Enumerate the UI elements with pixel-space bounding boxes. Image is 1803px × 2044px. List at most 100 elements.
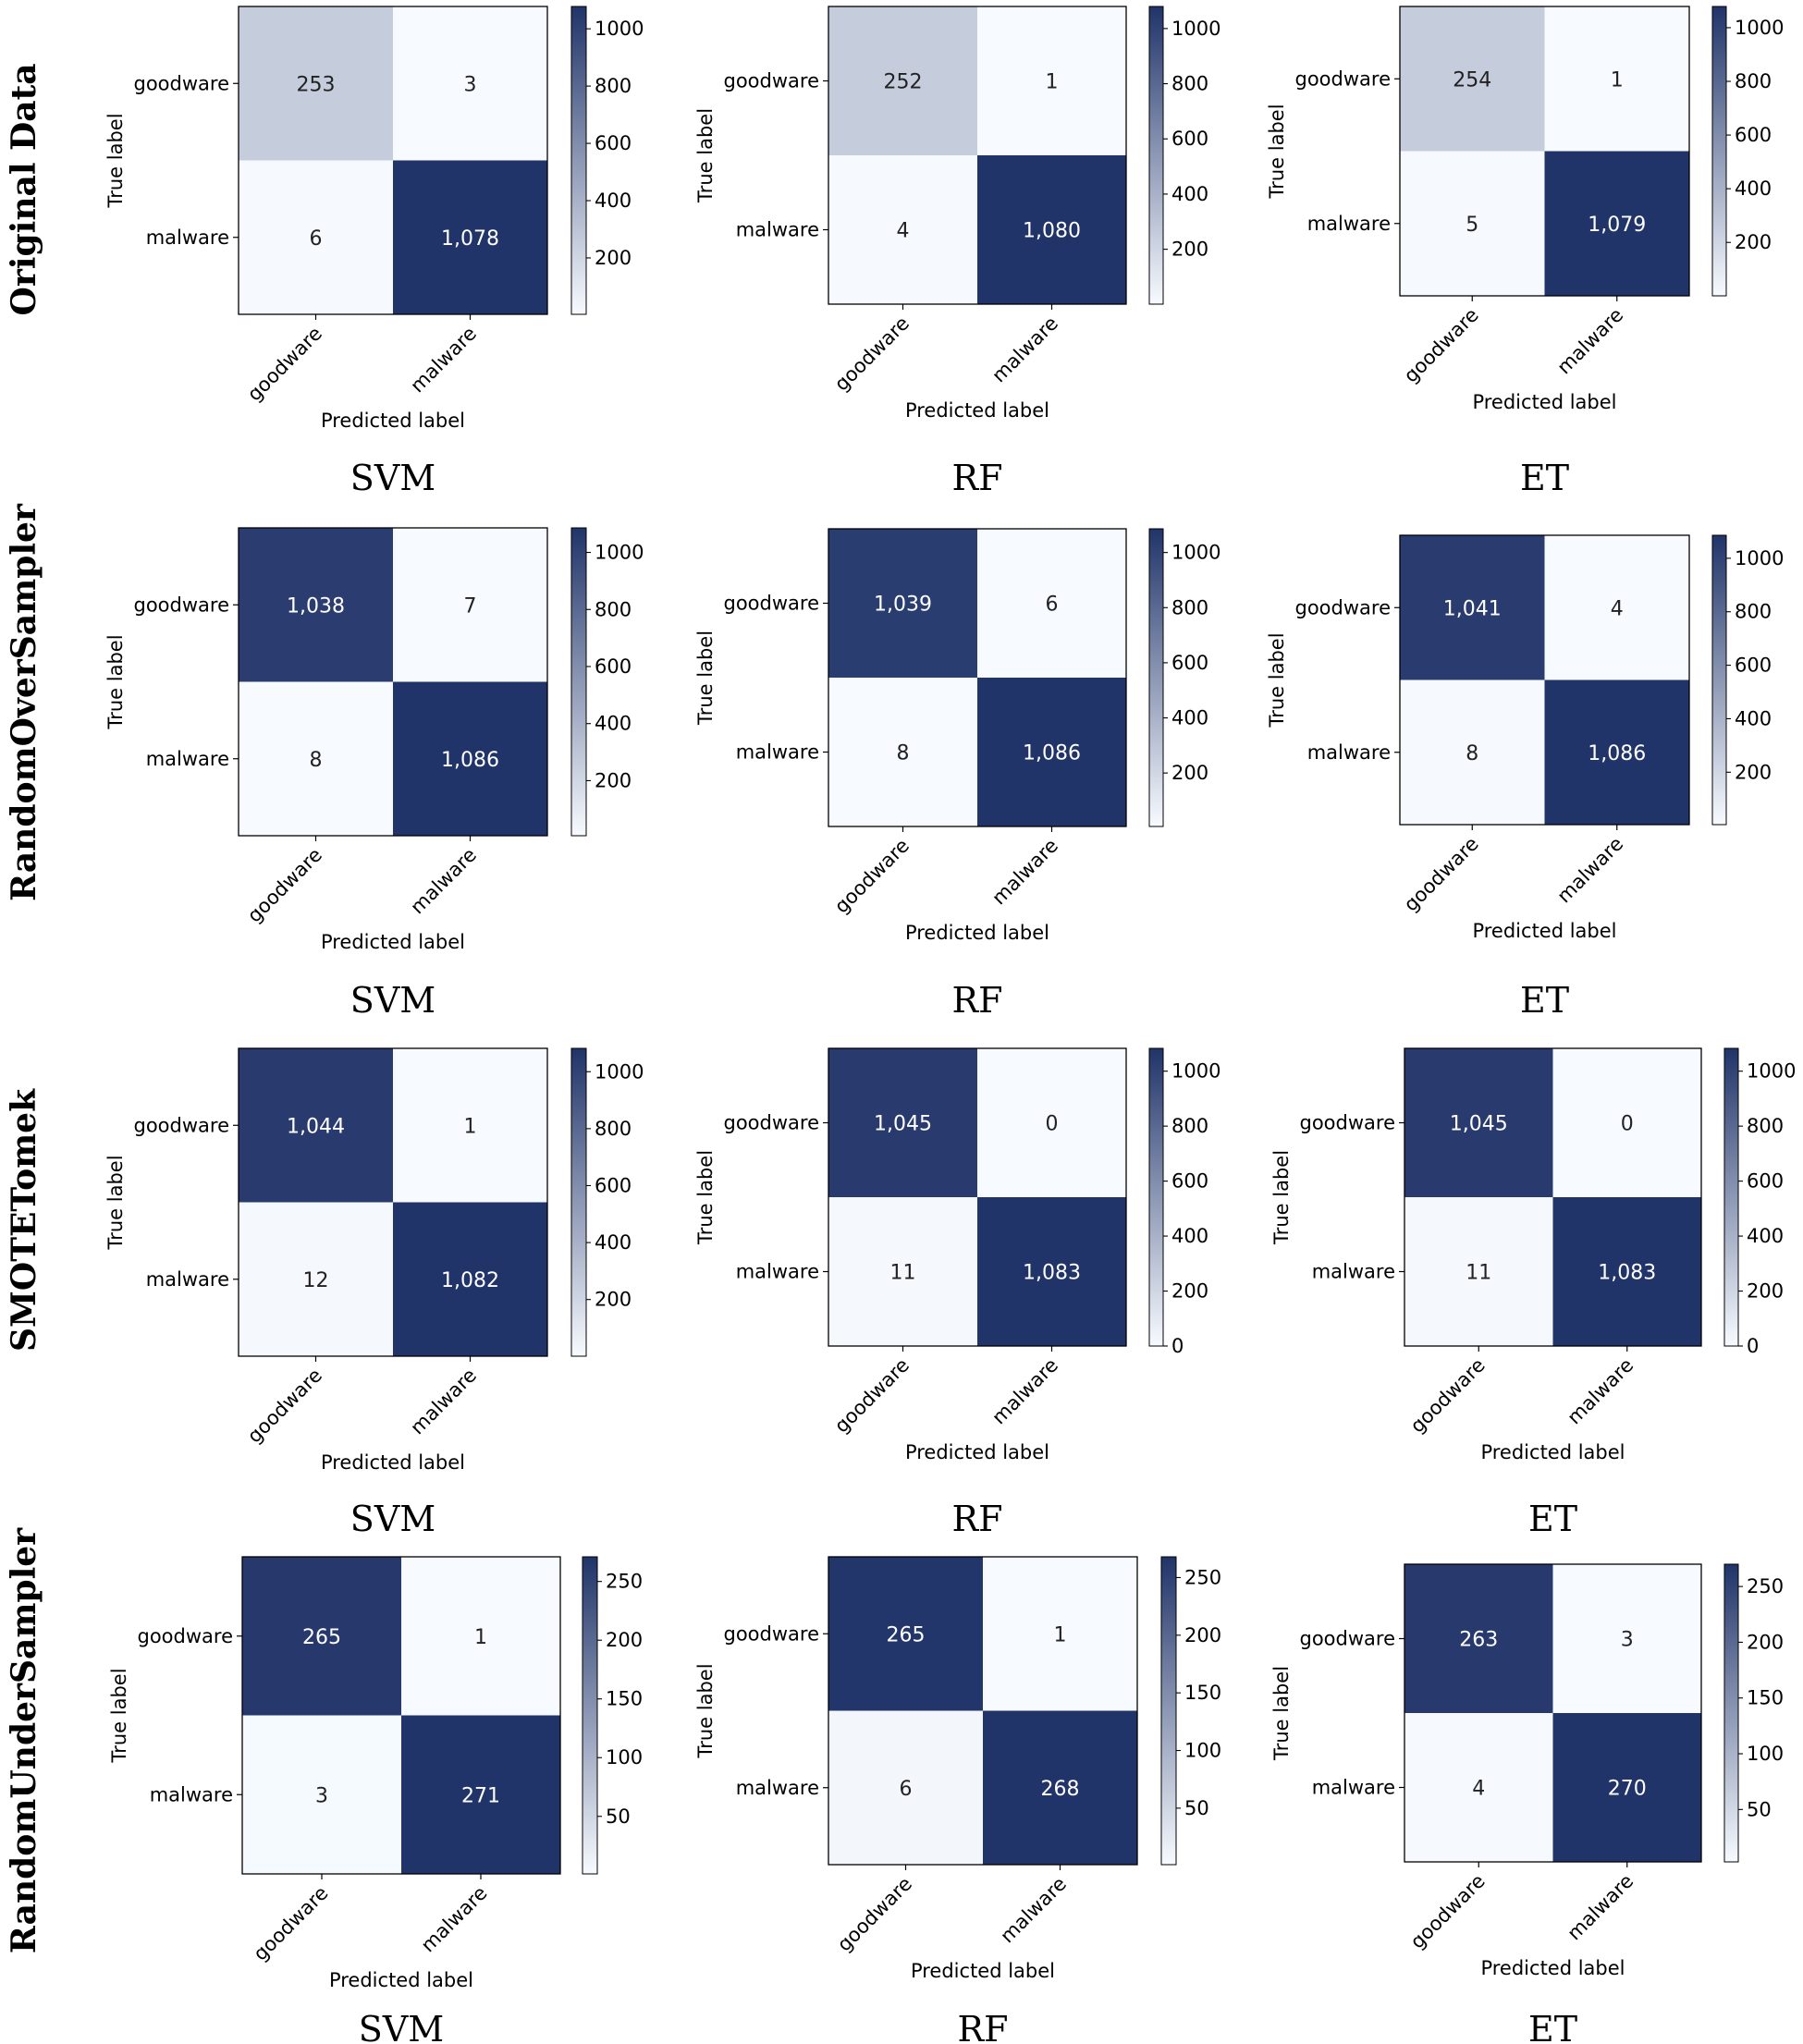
x-tick-label: goodware: [243, 323, 326, 406]
cell-value-label: 5: [1466, 214, 1478, 237]
matrix-frame: [1404, 1047, 1702, 1347]
confusion-matrix-0: 253 3 6 1,078 goodware malware goodware malware…: [104, 6, 644, 498]
x-tick-label: goodware: [1400, 304, 1483, 387]
cell-value-label: 1: [1611, 68, 1624, 92]
classifier-title: RF: [952, 458, 1003, 498]
cell-value-label: 6: [1046, 594, 1059, 617]
colorbar-tick-label: 1000: [1171, 542, 1220, 564]
colorbar: [582, 1556, 598, 1875]
colorbar-tick-label: 200: [1171, 1280, 1208, 1303]
colorbar-tick-label: 50: [1184, 1797, 1209, 1819]
y-axis-label: True label: [1266, 632, 1288, 728]
y-tick-label: malware: [736, 741, 819, 764]
y-tick-label: goodware: [1295, 596, 1392, 618]
cell-malware-malware: [977, 678, 1126, 826]
cell-malware-malware: [393, 160, 547, 314]
cell-value-label: 1,039: [874, 594, 932, 617]
cell-value-label: 11: [1466, 1262, 1491, 1285]
y-tick-label: malware: [736, 219, 819, 241]
colorbar-tick-label: 200: [1747, 1280, 1784, 1303]
colorbar-tick-label: 600: [1735, 655, 1772, 677]
cell-malware-goodware: [1404, 1713, 1553, 1862]
x-tick-label: malware: [1563, 1354, 1637, 1429]
cell-goodware-goodware: [239, 528, 393, 682]
cell-malware-malware: [1552, 1713, 1701, 1862]
colorbar-tick-label: 50: [606, 1805, 631, 1828]
colorbar-tick-label: 800: [1171, 596, 1208, 618]
classifier-title: SVM: [350, 980, 435, 1021]
confusion-matrix-10: 265 1 6 268 goodware malware goodware malware Tr…: [694, 1556, 1221, 2044]
colorbar-tick-label: 150: [1747, 1687, 1784, 1709]
colorbar-tick-label: 0: [1747, 1335, 1759, 1357]
x-axis-label: Predicted label: [321, 410, 465, 432]
colorbar-tick-label: 50: [1747, 1798, 1772, 1820]
cell-value-label: 1: [1046, 71, 1059, 94]
colorbar-tick-label: 200: [1735, 231, 1772, 253]
colorbar: [1148, 528, 1164, 827]
colorbar-tick-label: 200: [595, 247, 632, 269]
confusion-matrix-7: 1,045 0 11 1,083 goodware malware goodware malw…: [694, 1047, 1220, 1539]
colorbar: [1723, 1047, 1739, 1347]
colorbar-tick-label: 100: [1184, 1740, 1221, 1762]
cell-malware-goodware: [828, 1710, 983, 1865]
colorbar-tick-label: 250: [1184, 1566, 1221, 1588]
cell-goodware-goodware: [828, 1557, 983, 1711]
cell-value-label: 1,082: [441, 1269, 499, 1292]
confusion-matrix-2: 254 1 5 1,079 goodware malware goodware malware…: [1266, 6, 1784, 498]
x-tick-label: malware: [987, 835, 1062, 910]
confusion-matrix-8: 1,045 0 11 1,083 goodware malware goodware malw…: [1270, 1047, 1796, 1539]
cell-value-label: 1: [474, 1626, 487, 1649]
y-axis-label: True label: [1270, 1666, 1293, 1761]
matrix-frame: [238, 6, 548, 315]
colorbar-tick-label: 600: [1735, 124, 1772, 146]
cell-goodware-goodware: [828, 529, 977, 678]
colorbar-tick-label: 600: [1171, 128, 1208, 150]
colorbar-tick-label: 600: [1747, 1170, 1784, 1193]
classifier-title: ET: [1528, 2009, 1577, 2044]
classifier-title: RF: [952, 980, 1003, 1021]
cell-goodware-malware: [1552, 1564, 1701, 1713]
x-axis-label: Predicted label: [905, 1441, 1049, 1463]
matrix-frame: [828, 1556, 1138, 1866]
cell-goodware-malware: [977, 529, 1126, 678]
confusion-matrix-11: 263 3 4 270 goodware malware goodware malware Tr…: [1270, 1563, 1784, 2044]
x-tick-label: goodware: [830, 835, 914, 918]
cell-goodware-goodware: [239, 1048, 393, 1203]
cell-malware-malware: [393, 1202, 547, 1356]
cell-malware-malware: [1544, 679, 1689, 825]
classifier-title: ET: [1520, 980, 1569, 1021]
colorbar-tick-label: 0: [1171, 1335, 1184, 1357]
x-tick-label: malware: [406, 844, 481, 919]
row-label-3: RandomUnderSampler: [5, 1527, 43, 1953]
y-axis-label: True label: [108, 1668, 130, 1763]
colorbar: [1148, 6, 1164, 305]
cell-malware-goodware: [239, 681, 393, 836]
cell-goodware-malware: [983, 1557, 1137, 1711]
confusion-matrix-5: 1,041 4 8 1,086 goodware malware goodware malwa…: [1266, 534, 1784, 1021]
colorbar-tick-label: 400: [1171, 707, 1208, 729]
cell-goodware-goodware: [1404, 1048, 1553, 1197]
cell-goodware-goodware: [242, 1557, 401, 1716]
colorbar-tick-label: 600: [1171, 1170, 1208, 1193]
x-axis-label: Predicted label: [321, 1451, 465, 1474]
colorbar: [570, 527, 587, 837]
y-tick-label: goodware: [724, 1112, 820, 1134]
classifier-title: ET: [1528, 1499, 1577, 1539]
cell-goodware-goodware: [1404, 1564, 1553, 1713]
y-tick-label: goodware: [134, 594, 230, 616]
x-tick-label: malware: [1563, 1870, 1637, 1945]
y-axis-label: True label: [104, 634, 127, 729]
y-axis-label: True label: [1266, 104, 1288, 199]
cell-goodware-goodware: [828, 1048, 977, 1197]
cell-value-label: 1,086: [1588, 742, 1646, 765]
cell-value-label: 271: [461, 1784, 500, 1807]
y-axis-label: True label: [694, 108, 717, 203]
x-tick-label: malware: [406, 323, 481, 398]
cell-malware-goodware: [828, 1197, 977, 1346]
colorbar-tick-label: 200: [1735, 761, 1772, 783]
cell-goodware-malware: [1544, 6, 1689, 152]
y-tick-label: malware: [146, 1268, 229, 1291]
cell-value-label: 254: [1453, 68, 1491, 92]
cell-value-label: 8: [310, 749, 323, 772]
